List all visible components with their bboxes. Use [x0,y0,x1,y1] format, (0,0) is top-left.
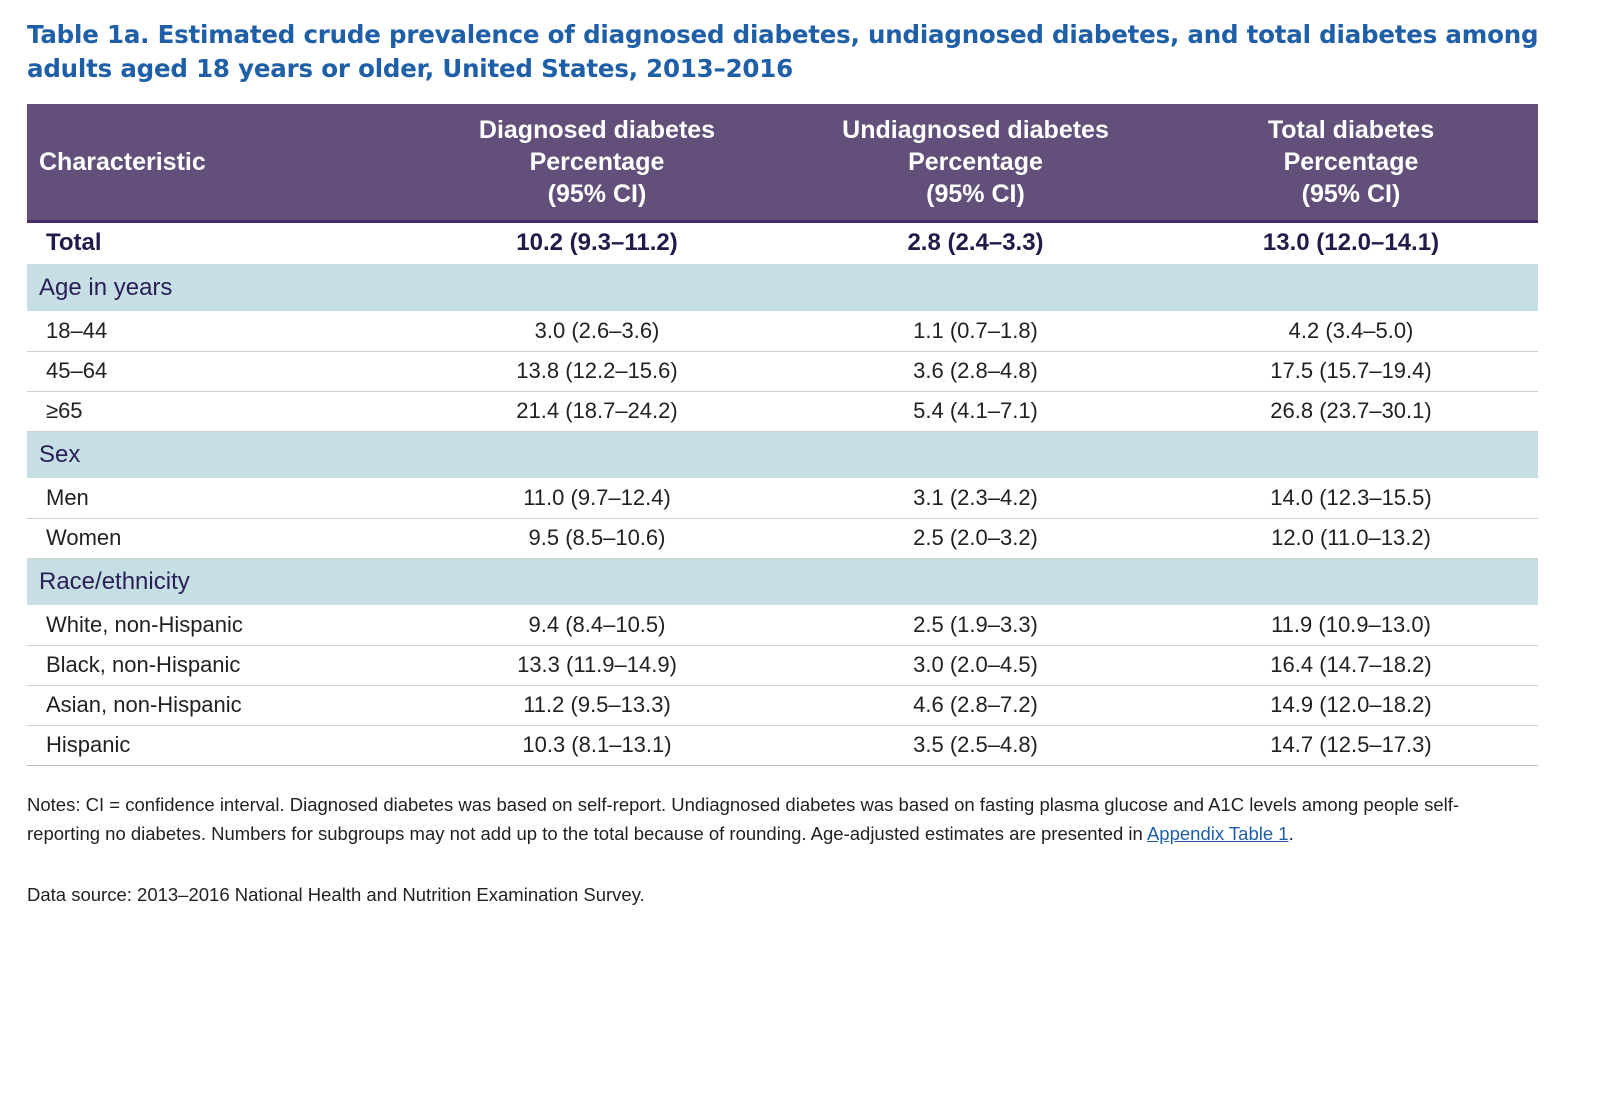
cell-diagnosed: 10.2 (9.3–11.2) [516,229,678,257]
cell-total: 4.2 (3.4–5.0) [1164,311,1538,352]
column-header-total: Total diabetes Percentage (95% CI) [1164,104,1538,221]
table-row: ≥65 21.4 (18.7–24.2) 5.4 (4.1–7.1) 26.8 … [27,391,1538,432]
column-header-line: Diagnosed diabetes [478,115,716,144]
cell-total: 26.8 (23.7–30.1) [1164,391,1538,432]
column-header-characteristic: Characteristic [39,147,206,176]
cell-undiagnosed: 3.1 (2.3–4.2) [787,478,1164,519]
column-header-line: Total diabetes [1267,115,1435,144]
cell-diagnosed: 13.3 (11.9–14.9) [407,645,787,686]
column-header-line: (95% CI) [547,179,647,208]
column-header-line: Percentage [1283,147,1419,176]
cell-diagnosed: 9.5 (8.5–10.6) [407,518,787,559]
cell-undiagnosed: 1.1 (0.7–1.8) [787,311,1164,352]
cell-total: 11.9 (10.9–13.0) [1164,605,1538,646]
section-heading: Race/ethnicity [39,567,190,595]
cell-undiagnosed: 3.0 (2.0–4.5) [787,645,1164,686]
table-row: Men 11.0 (9.7–12.4) 3.1 (2.3–4.2) 14.0 (… [27,478,1538,519]
row-label: 18–44 [27,311,407,352]
table-row: 45–64 13.8 (12.2–15.6) 3.6 (2.8–4.8) 17.… [27,351,1538,392]
cell-diagnosed: 11.0 (9.7–12.4) [407,478,787,519]
table-row: 18–44 3.0 (2.6–3.6) 1.1 (0.7–1.8) 4.2 (3… [27,311,1538,352]
table-header-row: Characteristic Diagnosed diabetes Percen… [27,104,1538,221]
cell-total: 12.0 (11.0–13.2) [1164,518,1538,559]
row-label: Men [27,478,407,519]
table-row: White, non-Hispanic 9.4 (8.4–10.5) 2.5 (… [27,605,1538,646]
section-heading: Sex [39,440,81,468]
table-title: Table 1a. Estimated crude prevalence of … [27,20,1539,83]
table-row: Black, non-Hispanic 13.3 (11.9–14.9) 3.0… [27,645,1538,686]
cell-undiagnosed: 2.5 (2.0–3.2) [787,518,1164,559]
cell-undiagnosed: 2.5 (1.9–3.3) [787,605,1164,646]
total-row: Total 10.2 (9.3–11.2) 2.8 (2.4–3.3) 13.0… [27,221,1538,264]
cell-diagnosed: 21.4 (18.7–24.2) [407,391,787,432]
cell-diagnosed: 10.3 (8.1–13.1) [407,725,787,766]
table-row: Hispanic 10.3 (8.1–13.1) 3.5 (2.5–4.8) 1… [27,725,1538,766]
column-header-diagnosed: Diagnosed diabetes Percentage (95% CI) [407,104,787,221]
row-label: ≥65 [27,391,407,432]
table-row: Asian, non-Hispanic 11.2 (9.5–13.3) 4.6 … [27,685,1538,726]
column-header-line: Undiagnosed diabetes [842,115,1109,144]
table-notes: Notes: CI = confidence interval. Diagnos… [27,790,1467,848]
row-label: Hispanic [27,725,407,766]
column-header-line: (95% CI) [926,179,1025,208]
cell-diagnosed: 3.0 (2.6–3.6) [407,311,787,352]
cell-undiagnosed: 4.6 (2.8–7.2) [787,685,1164,726]
appendix-table-link[interactable]: Appendix Table 1 [1146,823,1289,844]
column-header-undiagnosed: Undiagnosed diabetes Percentage (95% CI) [787,104,1164,221]
cell-diagnosed: 13.8 (12.2–15.6) [407,351,787,392]
section-header-sex: Sex [27,431,1538,478]
column-header-line: Percentage [529,147,665,176]
cell-total: 16.4 (14.7–18.2) [1164,645,1538,686]
cell-total: 17.5 (15.7–19.4) [1164,351,1538,392]
cell-undiagnosed: 5.4 (4.1–7.1) [787,391,1164,432]
section-header-race-ethnicity: Race/ethnicity [27,558,1538,605]
row-label: White, non-Hispanic [27,605,407,646]
column-header-line: (95% CI) [1301,179,1401,208]
cell-undiagnosed: 3.6 (2.8–4.8) [787,351,1164,392]
notes-text-end: . [1288,823,1294,844]
cell-total: 14.7 (12.5–17.3) [1164,725,1538,766]
cell-total: 13.0 (12.0–14.1) [1262,229,1440,257]
cell-total: 14.9 (12.0–18.2) [1164,685,1538,726]
table-row: Women 9.5 (8.5–10.6) 2.5 (2.0–3.2) 12.0 … [27,518,1538,559]
cell-diagnosed: 9.4 (8.4–10.5) [407,605,787,646]
row-label: Black, non-Hispanic [27,645,407,686]
row-label: 45–64 [27,351,407,392]
cell-undiagnosed: 2.8 (2.4–3.3) [907,229,1044,257]
column-header-line: Percentage [908,147,1043,176]
row-label: Asian, non-Hispanic [27,685,407,726]
section-header-age: Age in years [27,264,1538,311]
data-source: Data source: 2013–2016 National Health a… [27,884,645,905]
cell-diagnosed: 11.2 (9.5–13.3) [407,685,787,726]
row-label: Total [46,229,102,257]
section-heading: Age in years [39,273,173,301]
cell-undiagnosed: 3.5 (2.5–4.8) [787,725,1164,766]
notes-text: Notes: CI = confidence interval. Diagnos… [27,794,1460,844]
row-label: Women [27,518,407,559]
prevalence-table: Characteristic Diagnosed diabetes Percen… [27,104,1538,766]
cell-total: 14.0 (12.3–15.5) [1164,478,1538,519]
